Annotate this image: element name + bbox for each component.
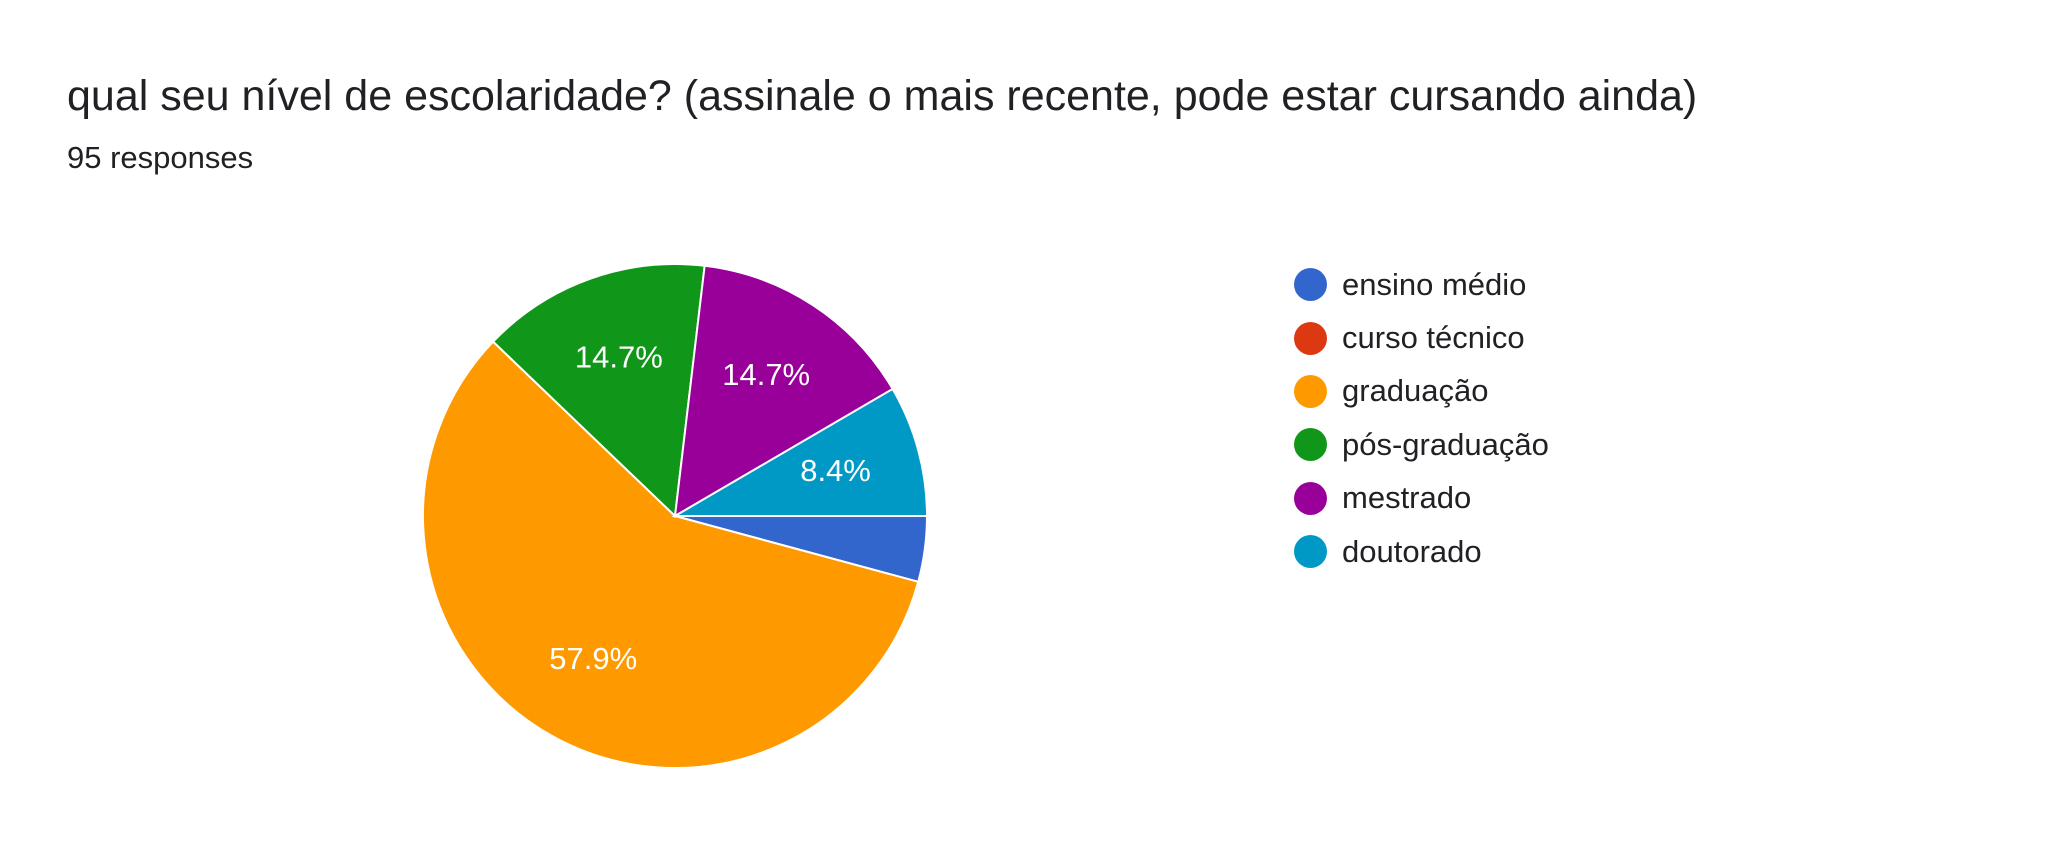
legend-item[interactable]: curso técnico <box>1294 311 1549 364</box>
legend-swatch <box>1294 535 1327 569</box>
pie-slice-5[interactable] <box>671 387 929 517</box>
pie-slice-label-5: 8.4% <box>800 453 871 488</box>
response-count: 95 responses <box>67 140 254 175</box>
pie-slice-label-3: 14.7% <box>575 340 663 375</box>
legend-label: curso técnico <box>1342 320 1525 356</box>
pie-slice-label-2: 57.9% <box>549 641 637 676</box>
pie-slices <box>422 263 929 769</box>
legend-swatch <box>1294 428 1327 462</box>
question-title: qual seu nível de escolaridade? (assinal… <box>67 72 1698 120</box>
legend-item[interactable]: doutorado <box>1294 525 1549 578</box>
legend-item[interactable]: mestrado <box>1294 472 1549 525</box>
legend-item[interactable]: ensino médio <box>1294 258 1549 311</box>
legend-item[interactable]: graduação <box>1294 365 1549 418</box>
pie-slice-4[interactable] <box>673 264 895 518</box>
legend-swatch <box>1294 321 1327 355</box>
pie-slice-labels: 57.9% 14.7% 14.7% 8.4% <box>549 340 871 676</box>
pie-slice-3[interactable] <box>491 263 706 519</box>
legend-label: mestrado <box>1342 480 1472 516</box>
legend-swatch <box>1294 481 1327 515</box>
legend-label: graduação <box>1342 373 1489 409</box>
pie-slice-label-4: 14.7% <box>722 357 810 392</box>
legend-swatch <box>1294 374 1327 408</box>
legend-label: pós-graduação <box>1342 426 1549 462</box>
legend-swatch <box>1294 268 1327 302</box>
chart-legend: ensino médio curso técnico graduação pós-gr… <box>1294 258 1549 578</box>
legend-label: ensino médio <box>1342 266 1527 302</box>
pie-slice-2[interactable] <box>422 340 920 769</box>
legend-label: doutorado <box>1342 533 1482 569</box>
legend-item[interactable]: pós-graduação <box>1294 418 1549 471</box>
